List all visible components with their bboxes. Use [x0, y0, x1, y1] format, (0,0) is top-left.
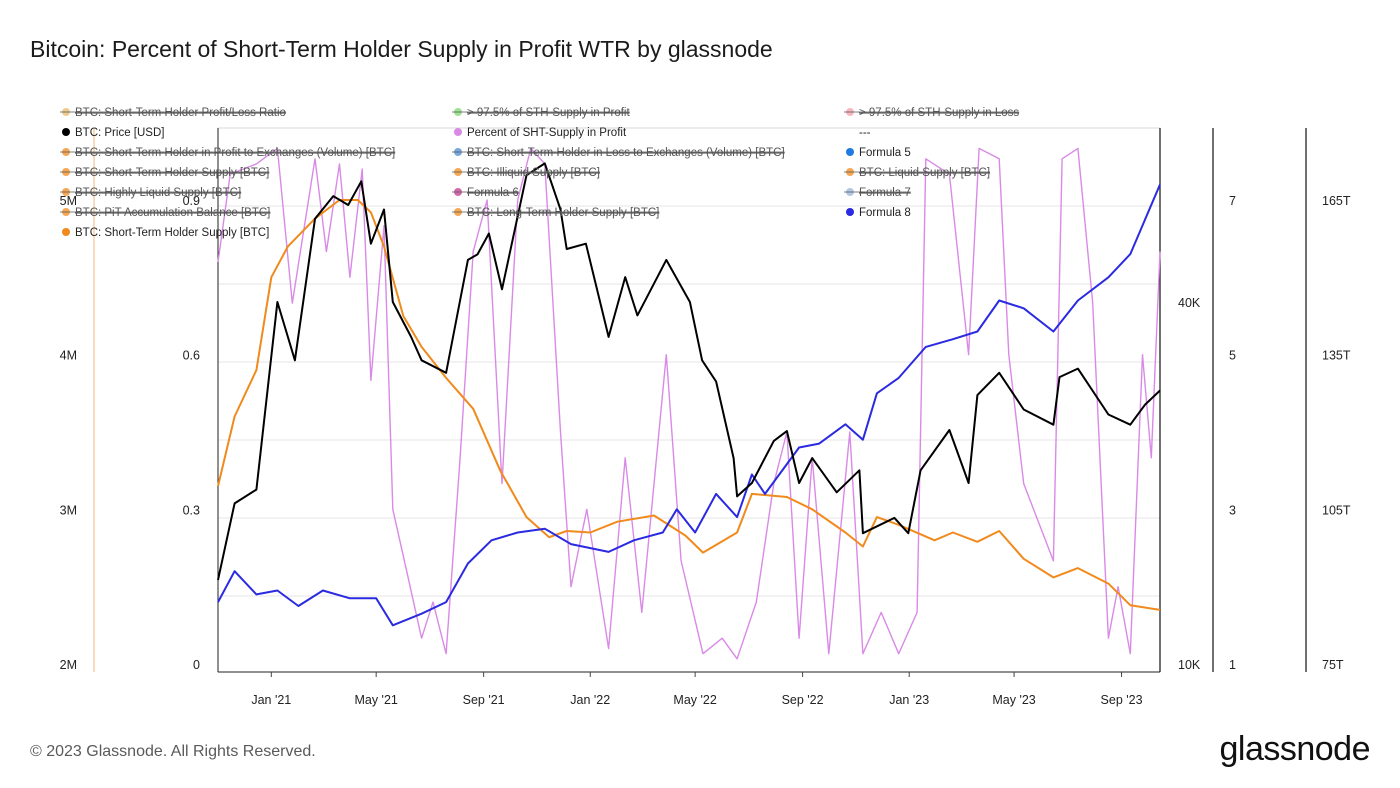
- copyright-notice: © 2023 Glassnode. All Rights Reserved.: [30, 743, 316, 760]
- legend-label: BTC: Liquid Supply [BTC]: [859, 167, 990, 179]
- chart-title: Bitcoin: Percent of Short-Term Holder Su…: [30, 36, 773, 62]
- legend-swatch-icon: [62, 128, 70, 136]
- percent_profit-tick-label: 0.9: [183, 194, 200, 208]
- legend-swatch-icon: [62, 228, 70, 236]
- legend-label: BTC: Short-Term Holder in Profit to Exch…: [75, 147, 395, 159]
- legend-label: BTC: PiT Accumulation Balance [BTC]: [75, 207, 270, 219]
- x-tick-label: Jan '22: [570, 693, 610, 707]
- x-tick-label: May '21: [354, 693, 397, 707]
- sth_supply-tick-label: 2M: [60, 658, 77, 672]
- legend-label: BTC: Short-Term Holder in Loss to Exchan…: [467, 147, 785, 159]
- sth_supply-tick-label: 3M: [60, 503, 77, 517]
- legend-item[interactable]: BTC: Short-Term Holder in Profit to Exch…: [60, 147, 396, 159]
- axes: Jan '21 May '21 Sep '21 Jan '22 May '22 Sep '…: [60, 128, 1351, 707]
- legend-label: BTC: Short-Term Holder Supply [BTC]: [75, 167, 269, 179]
- price-tick-label: 40K: [1178, 296, 1201, 310]
- price-tick-label: 10K: [1178, 658, 1201, 672]
- legend-item[interactable]: > 97.5% of STH-Supply in Profit: [452, 107, 630, 119]
- glassnode-logo[interactable]: glassnode: [1219, 730, 1370, 768]
- legend-swatch-icon: [846, 148, 854, 156]
- legend-swatch-icon: [454, 128, 462, 136]
- x-tick-label: May '22: [673, 693, 716, 707]
- legend-item[interactable]: > 97.5% of STH-Supply in Loss: [844, 107, 1019, 119]
- legend-item[interactable]: BTC: PiT Accumulation Balance [BTC]: [60, 207, 271, 219]
- legend-item[interactable]: BTC: Short-Term Holder Profit/Loss Ratio: [60, 107, 286, 119]
- legend-swatch-icon: [846, 208, 854, 216]
- series-layer: [217, 147, 1161, 660]
- legend-item[interactable]: BTC: Liquid Supply [BTC]: [844, 167, 991, 179]
- series-line-percent-of-sht-supply-in-profit: [217, 147, 1161, 660]
- legend-item[interactable]: BTC: Long-Term Holder Supply [BTC]: [452, 207, 660, 219]
- legend-item[interactable]: Formula 5: [846, 147, 911, 159]
- legend-label: Formula 6: [467, 187, 519, 199]
- legend-item[interactable]: Formula 7: [844, 187, 911, 199]
- formula5_axis-tick-label: 165T: [1322, 194, 1351, 208]
- percent_profit-tick-label: 0.6: [183, 349, 200, 363]
- series-line-btc-price-usd: [217, 162, 1161, 581]
- legend-label: ---: [859, 127, 871, 139]
- legend-label: > 97.5% of STH-Supply in Loss: [859, 107, 1019, 119]
- legend-item[interactable]: ---: [859, 127, 871, 139]
- x-tick-label: Sep '21: [463, 693, 505, 707]
- legend-label: Formula 8: [859, 207, 911, 219]
- legend-item[interactable]: BTC: Highly Liquid Supply [BTC]: [60, 187, 242, 199]
- formula8_axis-tick-label: 1: [1229, 658, 1236, 672]
- legend-item[interactable]: BTC: Short-Term Holder Supply [BTC]: [62, 227, 269, 239]
- legend-label: BTC: Highly Liquid Supply [BTC]: [75, 187, 241, 199]
- percent_profit-tick-label: 0: [193, 658, 200, 672]
- legend-item[interactable]: BTC: Price [USD]: [62, 127, 164, 139]
- legend-item[interactable]: BTC: Short-Term Holder in Loss to Exchan…: [452, 147, 785, 159]
- x-tick-label: Sep '22: [782, 693, 824, 707]
- x-tick-label: Jan '23: [889, 693, 929, 707]
- formula8_axis-tick-label: 3: [1229, 503, 1236, 517]
- legend-label: > 97.5% of STH-Supply in Profit: [467, 107, 630, 119]
- series-line-formula-8: [217, 184, 1161, 627]
- legend-item[interactable]: Percent of SHT-Supply in Profit: [454, 127, 627, 139]
- legend-label: Formula 5: [859, 147, 911, 159]
- x-tick-label: Sep '23: [1101, 693, 1143, 707]
- legend-item[interactable]: BTC: Illiquid Supply [BTC]: [452, 167, 600, 179]
- legend-label: Percent of SHT-Supply in Profit: [467, 127, 627, 139]
- series-line-btc-short-term-holder-supply-btc: [217, 199, 1161, 611]
- formula5_axis-tick-label: 105T: [1322, 503, 1351, 517]
- legend-label: BTC: Price [USD]: [75, 127, 164, 139]
- x-tick-label: Jan '21: [251, 693, 291, 707]
- legend-label: BTC: Short-Term Holder Profit/Loss Ratio: [75, 107, 286, 119]
- formula5_axis-tick-label: 135T: [1322, 349, 1351, 363]
- legend: BTC: Short-Term Holder Profit/Loss Ratio…: [60, 107, 1019, 239]
- sth_supply-tick-label: 5M: [60, 194, 77, 208]
- legend-label: BTC: Illiquid Supply [BTC]: [467, 167, 600, 179]
- legend-item[interactable]: Formula 6: [452, 187, 519, 199]
- plot-frame: [217, 127, 1161, 673]
- formula5_axis-tick-label: 75T: [1322, 658, 1344, 672]
- legend-label: BTC: Long-Term Holder Supply [BTC]: [467, 207, 659, 219]
- formula8_axis-tick-label: 7: [1229, 194, 1236, 208]
- percent_profit-tick-label: 0.3: [183, 503, 200, 517]
- sth_supply-tick-label: 4M: [60, 349, 77, 363]
- legend-label: Formula 7: [859, 187, 911, 199]
- gridlines: [217, 127, 1161, 673]
- formula8_axis-tick-label: 5: [1229, 349, 1236, 363]
- legend-label: BTC: Short-Term Holder Supply [BTC]: [75, 227, 269, 239]
- legend-item[interactable]: BTC: Short-Term Holder Supply [BTC]: [60, 167, 270, 179]
- x-tick-label: May '23: [992, 693, 1035, 707]
- legend-item[interactable]: Formula 8: [846, 207, 911, 219]
